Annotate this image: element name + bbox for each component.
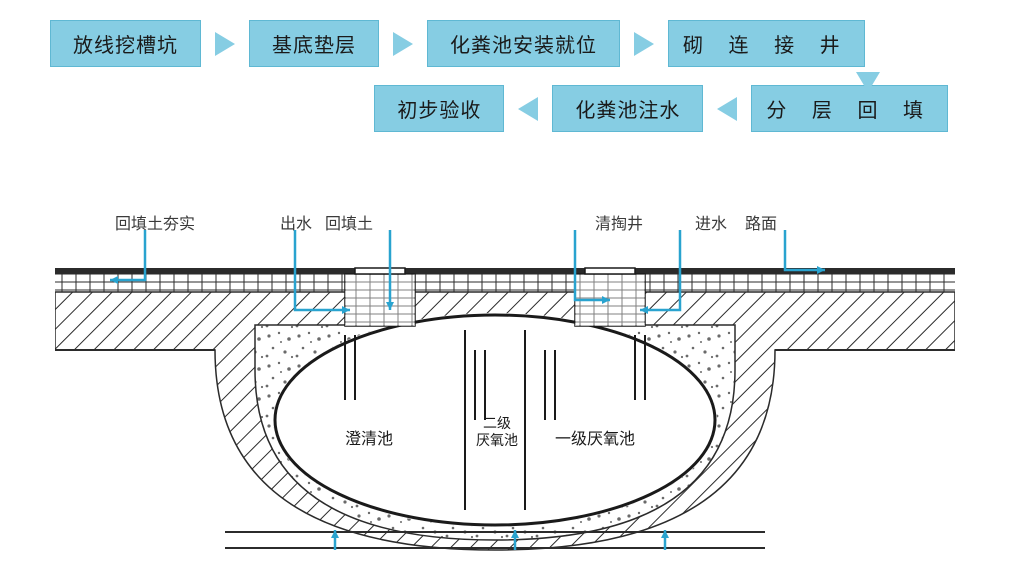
- cross-section-svg: [55, 210, 955, 560]
- process-flowchart: 放线挖槽坑 基底垫层 化粪池安装就位 砌 连 接 井 初步验收 化粪池注水 分 …: [50, 20, 960, 150]
- arrow-right-icon: [393, 32, 413, 56]
- flow-step: 分 层 回 填: [751, 85, 948, 132]
- arrow-left-icon: [717, 97, 737, 121]
- arrow-right-icon: [215, 32, 235, 56]
- flow-step: 初步验收: [374, 85, 504, 132]
- flow-step: 化粪池注水: [552, 85, 703, 132]
- label-clarifier: 澄清池: [345, 425, 393, 449]
- label-primary: 一级厌氧池: [555, 425, 635, 449]
- septic-tank-cross-section: 回填土夯实 出水 回填土 清掏井 进水 路面: [55, 210, 955, 560]
- arrow-right-icon: [634, 32, 654, 56]
- flow-row-1: 放线挖槽坑 基底垫层 化粪池安装就位 砌 连 接 井: [50, 20, 960, 67]
- road-base: [55, 274, 955, 292]
- flow-step: 基底垫层: [249, 20, 379, 67]
- flow-step: 放线挖槽坑: [50, 20, 201, 67]
- flow-step: 砌 连 接 井: [668, 20, 865, 67]
- manhole-left: [345, 268, 415, 326]
- flow-row-2: 初步验收 化粪池注水 分 层 回 填: [50, 85, 960, 132]
- arrow-down-icon: [856, 72, 880, 92]
- flow-step: 化粪池安装就位: [427, 20, 620, 67]
- manhole-right: [575, 268, 645, 326]
- label-secondary: 二级 厌氧池: [473, 415, 521, 449]
- arrow-left-icon: [518, 97, 538, 121]
